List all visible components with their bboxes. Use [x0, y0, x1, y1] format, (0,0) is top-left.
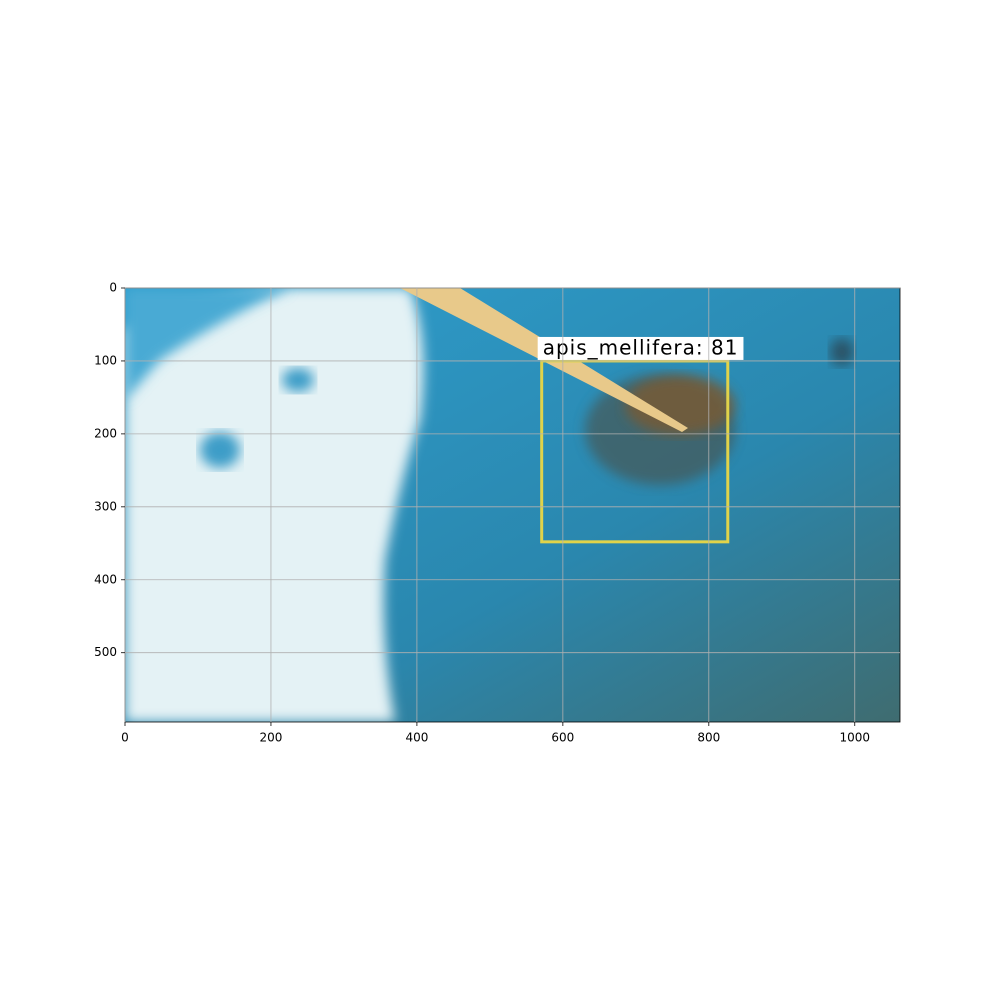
y-tick-label: 0 — [109, 281, 117, 295]
y-tick-label: 500 — [94, 645, 117, 659]
label-background — [537, 336, 744, 360]
y-tick-label: 300 — [94, 499, 117, 513]
x-tick-label: 600 — [551, 731, 574, 745]
photo — [125, 288, 900, 722]
x-tick-label: 200 — [259, 731, 282, 745]
x-tick-label: 1000 — [839, 731, 870, 745]
y-tick-label: 200 — [94, 426, 117, 440]
y-tick-label: 400 — [94, 572, 117, 586]
y-tick-label: 100 — [94, 353, 117, 367]
x-tick-label: 400 — [405, 731, 428, 745]
x-tick-label: 800 — [697, 731, 720, 745]
box-label: apis_mellifera: 81 — [543, 335, 739, 359]
x-tick-label: 0 — [121, 731, 129, 745]
